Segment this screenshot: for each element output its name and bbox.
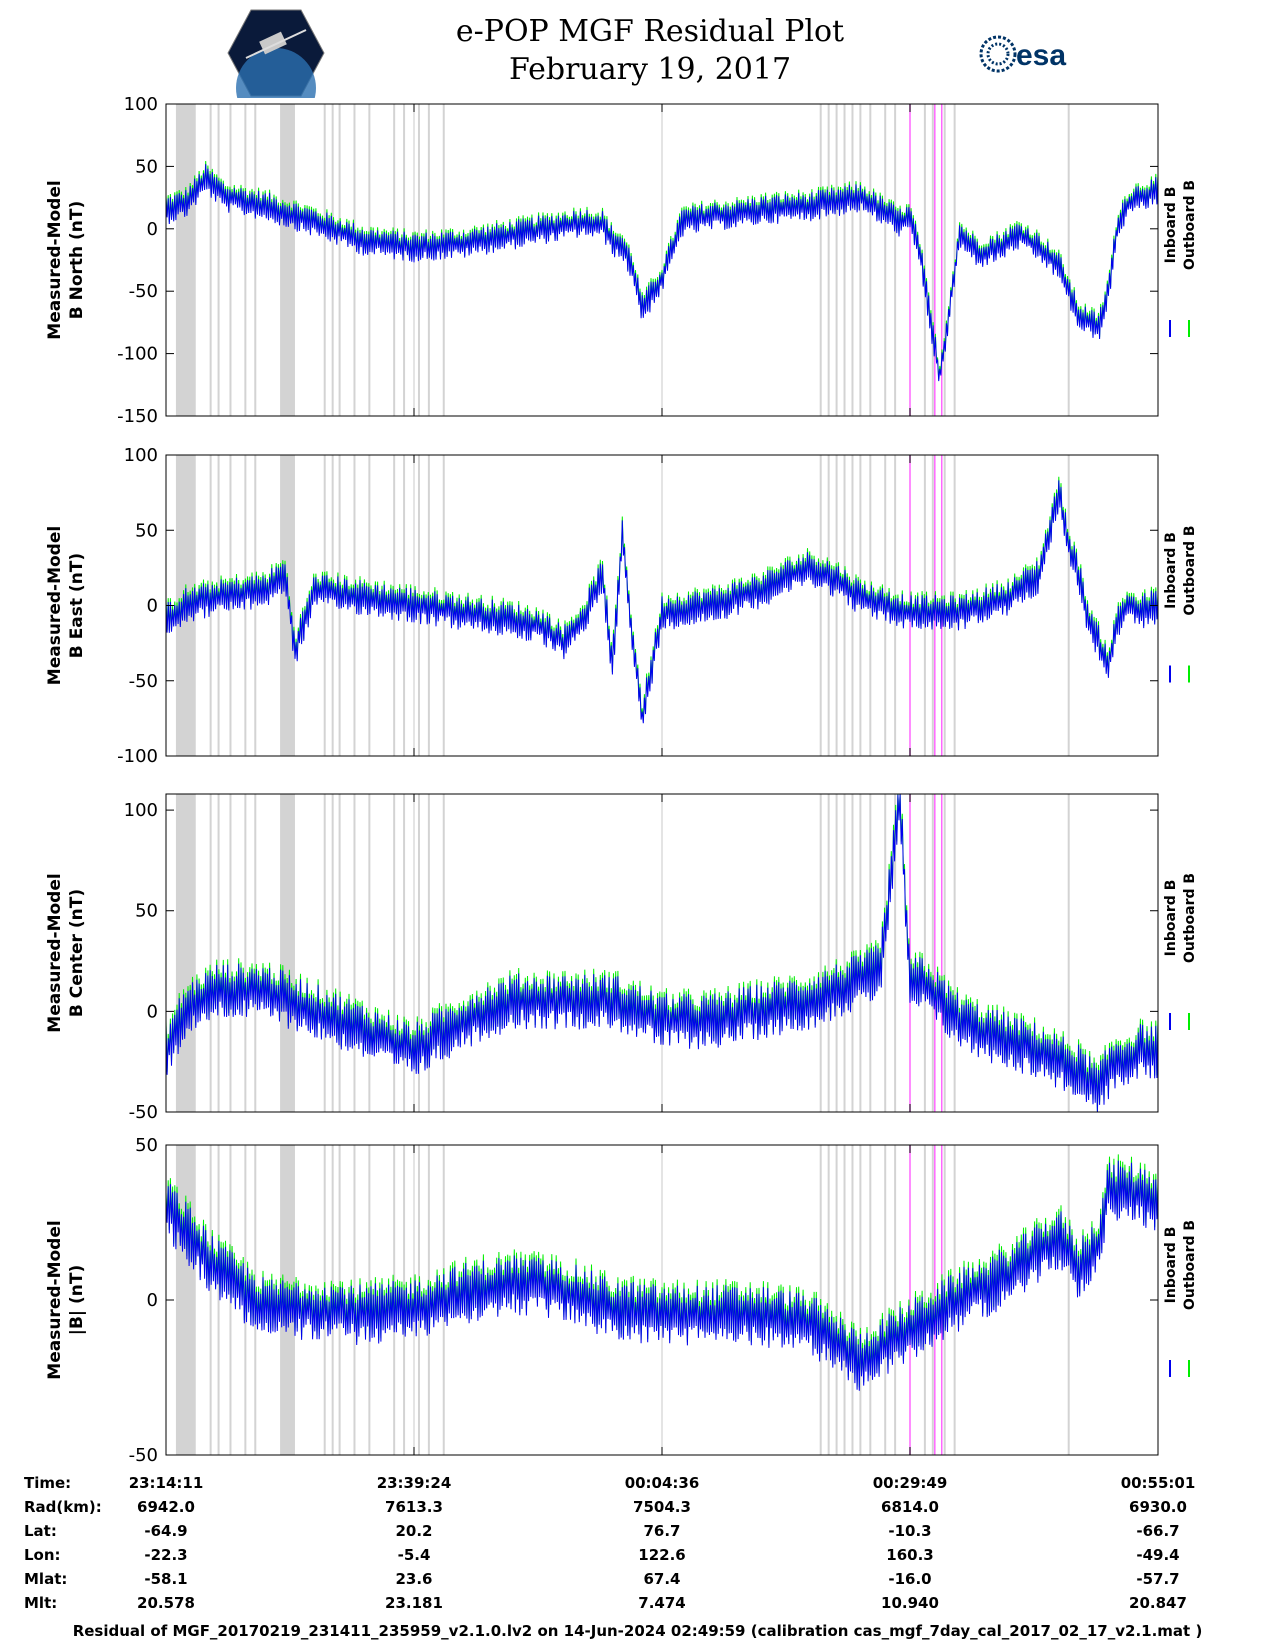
ephemeris-row-label: Rad(km): <box>24 1498 102 1516</box>
ephemeris-cell: 23.181 <box>385 1594 443 1612</box>
legend-inboard-label: Inboard B <box>1163 187 1179 264</box>
ephemeris-cell: 20.2 <box>395 1522 433 1540</box>
panel-2: 100 50 0 -50 -100 Measured-Model B East (nT) In… <box>45 445 1198 767</box>
inboard-series <box>165 164 1159 382</box>
ephemeris-cell: 122.6 <box>638 1546 686 1564</box>
outboard-series <box>165 476 1159 721</box>
inboard-series <box>165 1160 1159 1391</box>
ephemeris-row-label: Mlat: <box>24 1570 68 1588</box>
ephemeris-cell: 6930.0 <box>1129 1498 1187 1516</box>
legend-inboard-label: Inboard B <box>1163 532 1179 609</box>
footer-caption: Residual of MGF_20170219_231411_235959_v… <box>72 1622 1203 1640</box>
y-axis-label: Measured-Model <box>45 1220 65 1379</box>
ephemeris-cell: 7613.3 <box>385 1498 443 1516</box>
ephemeris-cell: 67.4 <box>643 1570 681 1588</box>
y-axis-label: B East (nT) <box>67 553 87 658</box>
y-axis-label: Measured-Model <box>45 873 65 1032</box>
ephemeris-cell: -58.1 <box>144 1570 188 1588</box>
y-tick-label: 100 <box>124 445 158 466</box>
chart-title: e-POP MGF Residual Plot <box>455 14 845 49</box>
data-gap-band <box>175 455 196 756</box>
ephemeris-cell: 00:29:49 <box>872 1474 948 1492</box>
data-gap-band <box>280 104 295 416</box>
ephemeris-cell: 6942.0 <box>137 1498 195 1516</box>
y-tick-label: -50 <box>129 671 158 692</box>
chart-subtitle: February 19, 2017 <box>508 52 792 87</box>
ephemeris-cell: 20.578 <box>137 1594 195 1612</box>
ephemeris-row-label: Time: <box>24 1474 72 1492</box>
ephemeris-cell: -10.3 <box>888 1522 932 1540</box>
ephemeris-cell: -5.4 <box>397 1546 431 1564</box>
y-axis-label: Measured-Model <box>45 526 65 685</box>
ephemeris-cell: -16.0 <box>888 1570 932 1588</box>
ephemeris-cell: 7504.3 <box>633 1498 691 1516</box>
outboard-series <box>165 793 1159 1112</box>
y-tick-label: 50 <box>135 901 158 922</box>
ephemeris-cell: 23:14:11 <box>128 1474 204 1492</box>
legend-outboard-label: Outboard B <box>1182 525 1198 615</box>
y-axis-label: B Center (nT) <box>67 889 87 1017</box>
y-tick-label: 50 <box>135 156 158 177</box>
y-tick-label: 0 <box>147 1290 158 1311</box>
ephemeris-cell: 20.847 <box>1129 1594 1187 1612</box>
data-gap-band <box>175 1145 196 1455</box>
ephemeris-cell: 160.3 <box>886 1546 934 1564</box>
legend-outboard-label: Outboard B <box>1182 180 1198 270</box>
ephemeris-cell: -66.7 <box>1136 1522 1180 1540</box>
data-gap-band <box>280 794 295 1112</box>
ephemeris-cell: 00:04:36 <box>624 1474 700 1492</box>
y-axis-label: B North (nT) <box>67 201 87 320</box>
ephemeris-cell: -64.9 <box>144 1522 188 1540</box>
y-tick-label: -50 <box>129 1102 158 1123</box>
ephemeris-cell: -22.3 <box>144 1546 188 1564</box>
y-tick-label: 0 <box>147 219 158 240</box>
ephemeris-cell: 6814.0 <box>881 1498 939 1516</box>
y-tick-label: -150 <box>117 406 158 427</box>
legend-outboard-label: Outboard B <box>1182 873 1198 963</box>
inboard-series <box>165 793 1159 1113</box>
data-gap-band <box>280 455 295 756</box>
y-axis-label: |B| (nT) <box>67 1265 87 1336</box>
ephemeris-cell: 00:55:01 <box>1120 1474 1196 1492</box>
y-tick-label: 100 <box>124 94 158 115</box>
legend-outboard-label: Outboard B <box>1182 1220 1198 1310</box>
inboard-series <box>165 480 1159 724</box>
ephemeris-cell: 7.474 <box>638 1594 686 1612</box>
ephemeris-row-label: Lat: <box>24 1522 57 1540</box>
y-tick-label: 0 <box>147 596 158 617</box>
y-tick-label: 100 <box>124 800 158 821</box>
y-tick-label: -100 <box>117 746 158 767</box>
y-tick-label: -50 <box>129 1445 158 1466</box>
legend-inboard-label: Inboard B <box>1163 1227 1179 1304</box>
ephemeris-cell: 23:39:24 <box>376 1474 452 1492</box>
panel-1: 100 50 0 -50 -100 -150 Measured-Model B North (… <box>45 94 1198 427</box>
data-gap-band <box>175 104 196 416</box>
ephemeris-cell: -49.4 <box>1136 1546 1180 1564</box>
ephemeris-cell: 76.7 <box>643 1522 681 1540</box>
outboard-series <box>165 160 1159 380</box>
y-tick-label: 50 <box>135 1135 158 1156</box>
ephemeris-row-label: Lon: <box>24 1546 61 1564</box>
panel-4: 50 0 -50 Measured-Model |B| (nT) Inboard B Out… <box>45 1135 1198 1466</box>
data-gap-band <box>175 794 196 1112</box>
y-tick-label: 0 <box>147 1001 158 1022</box>
ephemeris-cell: 10.940 <box>881 1594 939 1612</box>
panel-3: 100 50 0 -50 Measured-Model B Center (nT) Inbo… <box>45 793 1198 1123</box>
y-tick-label: 50 <box>135 520 158 541</box>
ephemeris-cell: -57.7 <box>1136 1570 1180 1588</box>
ephemeris-cell: 23.6 <box>395 1570 433 1588</box>
ephemeris-row-label: Mlt: <box>24 1594 58 1612</box>
legend-inboard-label: Inboard B <box>1163 880 1179 957</box>
y-tick-label: -50 <box>129 281 158 302</box>
y-axis-label: Measured-Model <box>45 180 65 339</box>
esa-logo: esa <box>978 32 1098 76</box>
outboard-series <box>165 1154 1159 1388</box>
y-tick-label: -100 <box>117 344 158 365</box>
esa-logo-text: esa <box>1016 39 1066 72</box>
